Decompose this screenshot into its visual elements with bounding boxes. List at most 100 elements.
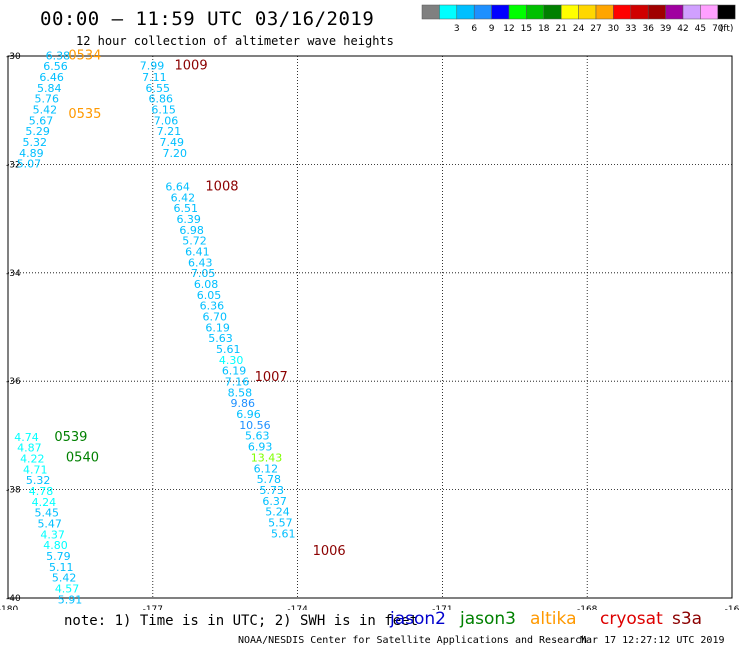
wave-height-label: 6.05 (197, 289, 222, 302)
generation-timestamp: Mar 17 12:27:12 UTC 2019 (580, 635, 725, 646)
scale-tick-label: 30 (608, 24, 620, 34)
wave-height-label: 5.57 (268, 516, 293, 529)
scale-tick-label: 21 (555, 24, 566, 34)
wave-height-label: 5.78 (257, 473, 282, 486)
wave-height-label: 6.19 (222, 365, 247, 378)
wave-height-label: 4.57 (55, 583, 79, 596)
wave-height-label: 6.12 (254, 462, 279, 475)
scale-tick-label: 70 (712, 24, 724, 34)
lat-tick-label: -38 (6, 486, 21, 496)
credit-text: NOAA/NESDIS Center for Satellite Applica… (238, 635, 588, 646)
map-frame (7, 55, 733, 599)
scale-tick-label: 33 (625, 24, 636, 34)
wave-height-label: 6.37 (262, 495, 287, 508)
wave-height-label: 6.19 (205, 321, 230, 334)
wave-height-label: 5.45 (35, 507, 60, 520)
wave-height-label: 5.32 (26, 474, 50, 487)
wave-height-label: 6.46 (39, 71, 64, 84)
lon-tick-label: -16 (725, 605, 740, 610)
wave-height-label: 5.91 (58, 593, 83, 606)
wave-height-label: 6.70 (203, 310, 228, 323)
legend-altika: altika (530, 609, 577, 629)
scale-tick-label: 36 (642, 24, 654, 34)
wave-height-label: 6.39 (176, 213, 201, 226)
wave-height-label: 5.24 (265, 506, 290, 519)
map-subtitle: 12 hour collection of altimeter wave hei… (76, 34, 394, 48)
wave-height-label: 7.49 (160, 136, 185, 149)
wave-height-label: 6.38 (46, 49, 70, 62)
legend-jason2: jason2 (390, 609, 446, 629)
wave-height-label: 6.96 (236, 408, 261, 421)
wave-height-label: 6.42 (171, 191, 196, 204)
wave-height-label: 5.29 (25, 125, 50, 138)
wave-height-label: 5.11 (49, 561, 74, 574)
lat-tick-label: -40 (6, 594, 21, 604)
scale-tick-label: 3 (454, 24, 460, 34)
wave-height-label: 5.42 (33, 103, 58, 116)
scale-unit-label: (ft) (720, 24, 734, 34)
lat-tick-label: -32 (6, 160, 21, 170)
wave-height-label: 7.06 (154, 114, 179, 127)
wave-height-label: 5.79 (46, 550, 70, 563)
swh-color-scale: 3 6 9 12 15 18 21 24 27 30 33 36 39 42 45 70(ft) (421, 4, 736, 34)
lon-tick-label: -180 (0, 605, 18, 610)
wave-height-label: 6.15 (151, 103, 176, 116)
wave-height-label: 5.63 (245, 430, 269, 443)
pass-time-label: 0535 (68, 107, 101, 122)
wave-height-label: 4.71 (23, 463, 48, 476)
wave-height-label: 6.08 (194, 278, 219, 291)
wave-height-label: 5.61 (271, 527, 296, 540)
wave-height-label: 6.98 (179, 224, 204, 237)
lon-tick-label: -168 (577, 605, 598, 610)
legend-s3a: s3a (672, 609, 703, 629)
wave-height-label: 6.36 (200, 300, 225, 313)
legend-cryosat: cryosat (600, 609, 663, 629)
wave-height-label: 5.42 (52, 572, 77, 585)
wave-height-label: 5.72 (182, 235, 207, 248)
wave-height-label: 4.22 (20, 453, 45, 466)
wave-height-label: 4.74 (14, 431, 39, 444)
wave-height-label: 4.80 (43, 539, 68, 552)
wave-height-label: 5.61 (216, 343, 241, 356)
wave-height-label: 6.55 (146, 82, 171, 95)
map-title: 00:00 – 11:59 UTC 03/16/2019 (40, 8, 375, 30)
scale-tick-label: 6 (471, 24, 477, 34)
wave-height-label: 6.64 (165, 180, 190, 193)
wave-height-label: 5.84 (37, 82, 62, 95)
wave-height-label: 5.73 (259, 484, 284, 497)
wave-height-label: 4.37 (40, 528, 65, 541)
pass-time-label: 0534 (68, 48, 101, 63)
lat-tick-label: -30 (6, 52, 21, 62)
wave-height-label: 7.16 (225, 376, 250, 389)
scale-tick-label: 27 (590, 24, 601, 34)
wave-height-label: 4.30 (219, 354, 244, 367)
wave-height-label: 10.56 (239, 419, 271, 432)
wave-height-label: 6.51 (174, 202, 199, 215)
pass-time-label: 1007 (255, 370, 288, 385)
lon-tick-label: -174 (287, 605, 308, 610)
wave-height-label: 6.86 (148, 93, 173, 106)
wave-height-label: 6.43 (188, 256, 213, 269)
wave-height-label: 5.76 (35, 93, 60, 106)
lon-tick-label: -171 (432, 605, 452, 610)
wave-height-label: 13.43 (251, 451, 282, 464)
track-s3a: 7.997.116.556.866.157.067.217.497.20 6.64… (140, 59, 346, 560)
wave-height-label: 4.24 (32, 496, 56, 509)
track-altika: 6.386.566.465.845.765.425.675.295.324.89… (17, 48, 102, 170)
wave-height-label: 8.58 (228, 386, 253, 399)
lat-tick-label: -34 (6, 269, 21, 279)
wave-height-label: 7.21 (157, 125, 182, 138)
scale-tick-label: 24 (573, 24, 585, 34)
wave-height-label: 5.32 (22, 136, 47, 149)
wave-height-label: 6.93 (248, 441, 272, 454)
lon-tick-label: -177 (143, 605, 163, 610)
wave-height-label: 7.05 (191, 267, 216, 280)
wave-height-label: 6.41 (185, 245, 210, 258)
wave-height-label: 9.86 (231, 397, 256, 410)
lat-tick-label: -36 (6, 377, 21, 387)
wave-height-label: 7.11 (142, 71, 167, 84)
scale-tick-label: 45 (695, 24, 706, 34)
pass-time-label: 1006 (313, 544, 346, 559)
scale-tick-label: 9 (489, 24, 495, 34)
scale-tick-label: 12 (503, 24, 514, 34)
